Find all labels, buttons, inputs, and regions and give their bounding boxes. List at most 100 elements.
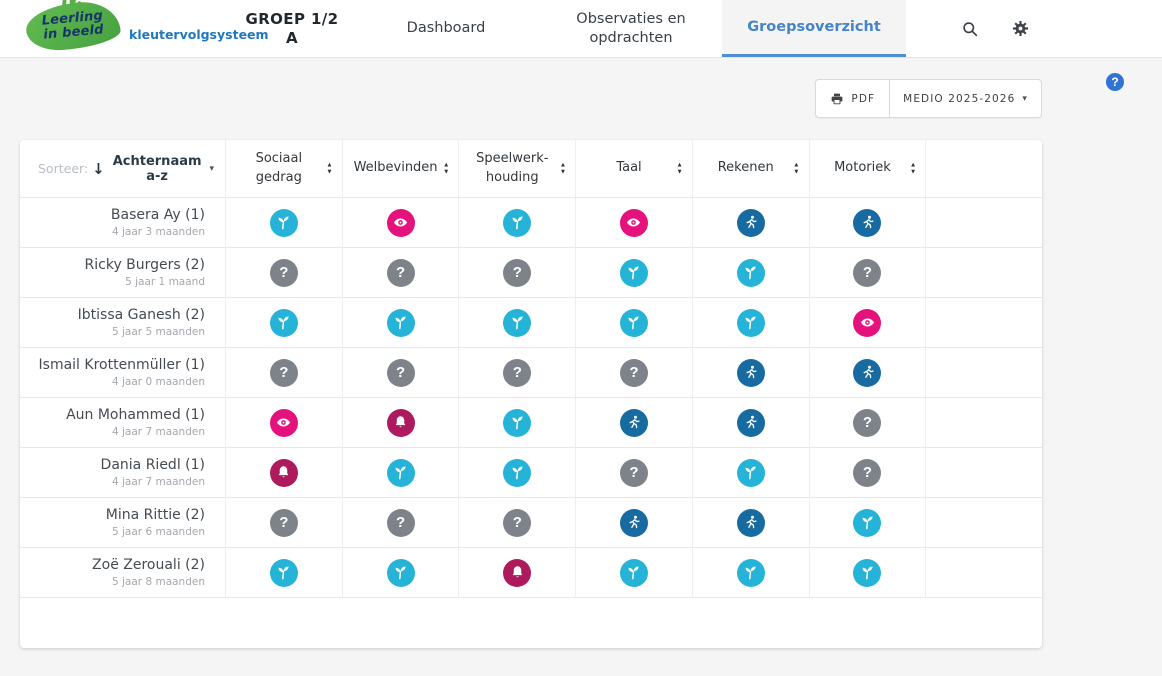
help-button[interactable]: ?: [1106, 73, 1124, 91]
runner-icon[interactable]: [736, 208, 765, 237]
sprout-icon[interactable]: [269, 558, 298, 587]
sprout-icon[interactable]: [736, 308, 765, 337]
sort-arrows-icon[interactable]: ▲ ▼: [442, 161, 450, 176]
empty-cell: [925, 298, 1042, 348]
sprout-icon[interactable]: [503, 308, 532, 337]
runner-icon[interactable]: [619, 408, 648, 437]
column-header[interactable]: Rekenen ▲ ▼: [691, 140, 809, 198]
tab-groepsoverzicht[interactable]: Groepsoverzicht: [722, 0, 906, 57]
sort-selector[interactable]: ↓ Achternaam a-z ▾: [88, 154, 218, 184]
eye-icon[interactable]: [619, 208, 648, 237]
column-header[interactable]: Sociaal gedrag ▲ ▼: [225, 140, 342, 198]
period-select[interactable]: MEDIO 2025-2026 ▾: [889, 80, 1041, 117]
question-icon[interactable]: ?: [269, 258, 298, 287]
runner-icon[interactable]: [736, 508, 765, 537]
sort-arrows-icon[interactable]: ▲ ▼: [676, 161, 683, 176]
sprout-icon[interactable]: [619, 258, 648, 287]
column-header[interactable]: Speelwerk-houding ▲ ▼: [458, 140, 576, 198]
column-header[interactable]: Taal ▲ ▼: [575, 140, 692, 198]
sprout-icon[interactable]: [503, 208, 532, 237]
sprout-icon[interactable]: [853, 508, 882, 537]
student-age: 4 jaar 0 maanden: [111, 376, 205, 388]
search-button[interactable]: [951, 0, 989, 57]
student-name-cell[interactable]: Basera Ay (1) 4 jaar 3 maanden: [20, 198, 225, 248]
sprout-icon[interactable]: [386, 308, 415, 337]
app-logo[interactable]: Leerling in beeld kleutervolgsysteem: [24, 0, 269, 54]
student-name-cell[interactable]: Ricky Burgers (2) 5 jaar 1 maand: [20, 248, 225, 298]
eye-icon[interactable]: [386, 208, 415, 237]
runner-icon[interactable]: [853, 208, 882, 237]
sprout-icon[interactable]: [619, 558, 648, 587]
bell-icon[interactable]: [386, 408, 415, 437]
sort-arrows-icon[interactable]: ▲ ▼: [326, 161, 333, 176]
question-icon[interactable]: ?: [503, 258, 532, 287]
sprout-icon[interactable]: [736, 558, 765, 587]
column-header[interactable]: Welbevinden ▲ ▼: [341, 140, 459, 198]
top-navigation-bar: Leerling in beeld kleutervolgsysteem GRO…: [0, 0, 1162, 58]
sprout-icon[interactable]: [269, 308, 298, 337]
question-icon[interactable]: ?: [619, 458, 648, 487]
runner-icon[interactable]: [736, 358, 765, 387]
student-age: 4 jaar 3 maanden: [111, 226, 205, 238]
sort-arrows-icon[interactable]: ▲ ▼: [793, 161, 800, 176]
runner-icon[interactable]: [619, 508, 648, 537]
sprout-icon[interactable]: [269, 208, 298, 237]
student-name: Ricky Burgers (2): [84, 257, 205, 273]
status-cell: [808, 498, 926, 548]
question-icon[interactable]: ?: [386, 358, 415, 387]
question-icon[interactable]: ?: [386, 508, 415, 537]
sprout-icon[interactable]: [503, 408, 532, 437]
student-name-cell[interactable]: Ismail Krottenmüller (1) 4 jaar 0 maanden: [20, 348, 225, 398]
question-icon[interactable]: ?: [503, 358, 532, 387]
sort-header-cell: Sorteer: ↓ Achternaam a-z ▾: [20, 140, 225, 198]
status-cell: ?: [458, 498, 576, 548]
arrow-down-icon: ↓: [92, 159, 105, 178]
status-cell: [575, 548, 692, 598]
pdf-button[interactable]: PDF: [816, 80, 889, 117]
status-cell: [808, 548, 926, 598]
student-name-cell[interactable]: Dania Riedl (1) 4 jaar 7 maanden: [20, 448, 225, 498]
settings-button[interactable]: [1001, 0, 1039, 57]
sprout-icon[interactable]: [619, 308, 648, 337]
status-cell: ?: [458, 348, 576, 398]
sort-arrows-icon[interactable]: ▲ ▼: [909, 161, 917, 176]
sprout-icon[interactable]: [736, 258, 765, 287]
question-icon[interactable]: ?: [853, 408, 882, 437]
question-icon[interactable]: ?: [503, 508, 532, 537]
sort-arrows-icon[interactable]: ▲ ▼: [559, 161, 567, 176]
empty-cell: [925, 448, 1042, 498]
status-cell: ?: [341, 348, 459, 398]
question-icon[interactable]: ?: [386, 258, 415, 287]
status-cell: [458, 448, 576, 498]
empty-cell: [925, 198, 1042, 248]
sort-label: Sorteer:: [38, 161, 89, 176]
sprout-icon[interactable]: [503, 458, 532, 487]
column-header[interactable]: Motoriek ▲ ▼: [808, 140, 926, 198]
runner-icon[interactable]: [736, 408, 765, 437]
sprout-icon[interactable]: [386, 458, 415, 487]
export-period-toolbar: PDF MEDIO 2025-2026 ▾: [815, 79, 1042, 118]
tab-dashboard[interactable]: Dashboard: [406, 20, 486, 37]
student-name-cell[interactable]: Zoë Zerouali (2) 5 jaar 8 maanden: [20, 548, 225, 598]
question-icon[interactable]: ?: [269, 358, 298, 387]
bell-icon[interactable]: [269, 458, 298, 487]
question-icon[interactable]: ?: [619, 358, 648, 387]
runner-icon[interactable]: [853, 358, 882, 387]
student-name-cell[interactable]: Ibtissa Ganesh (2) 5 jaar 5 maanden: [20, 298, 225, 348]
student-name-cell[interactable]: Aun Mohammed (1) 4 jaar 7 maanden: [20, 398, 225, 448]
status-cell: ?: [341, 498, 459, 548]
empty-cell: [925, 248, 1042, 298]
eye-icon[interactable]: [269, 408, 298, 437]
question-icon[interactable]: ?: [269, 508, 298, 537]
question-icon[interactable]: ?: [853, 258, 882, 287]
sprout-icon[interactable]: [736, 458, 765, 487]
sprout-icon[interactable]: [386, 558, 415, 587]
sprout-icon[interactable]: [853, 558, 882, 587]
bell-icon[interactable]: [503, 558, 532, 587]
student-name-cell[interactable]: Mina Rittie (2) 5 jaar 6 maanden: [20, 498, 225, 548]
column-label: Rekenen: [717, 160, 774, 176]
tab-observaties[interactable]: Observaties en opdrachten: [576, 11, 686, 46]
question-icon[interactable]: ?: [853, 458, 882, 487]
status-cell: [458, 548, 576, 598]
eye-icon[interactable]: [853, 308, 882, 337]
